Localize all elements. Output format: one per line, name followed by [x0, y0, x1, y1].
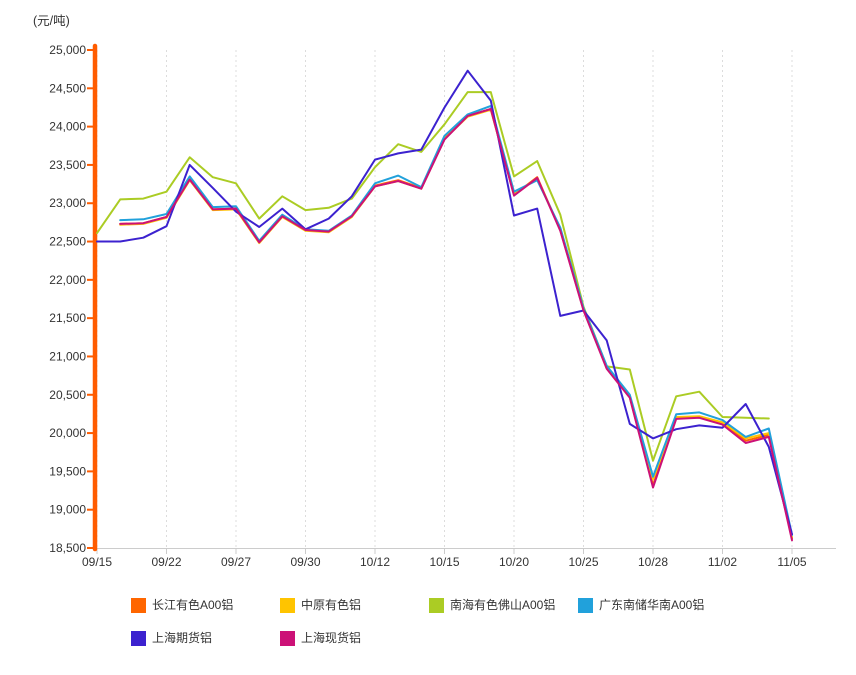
legend-swatch-guangdong-nanchu-a00: [578, 598, 593, 613]
x-axis-label: 10/20: [499, 555, 529, 569]
y-axis-label: 21,500: [49, 311, 86, 325]
x-axis-label: 11/05: [777, 555, 806, 569]
y-axis-label: 23,500: [49, 158, 86, 172]
y-axis-unit-label: (元/吨): [33, 14, 70, 28]
legend-item-shanghai-xianhuo[interactable]: 上海现货铝: [280, 631, 429, 646]
y-axis-label: 20,000: [49, 426, 86, 440]
legend-row: 上海期货铝 上海现货铝: [131, 631, 831, 664]
line-zhongyuan: [119, 108, 793, 539]
y-axis-label: 23,000: [49, 196, 86, 210]
legend-item-nanhai-foshan-a00[interactable]: 南海有色佛山A00铝: [429, 598, 578, 613]
y-axis-label: 25,000: [49, 43, 86, 57]
legend-label: 上海期货铝: [152, 631, 213, 645]
line-changjiang-a00: [119, 108, 793, 540]
x-axis-label: 11/02: [708, 555, 737, 569]
y-axis-label: 18,500: [49, 541, 86, 555]
legend-label: 广东南储华南A00铝: [599, 598, 705, 612]
legend-swatch-zhongyuan: [280, 598, 295, 613]
x-axis-label: 10/12: [360, 555, 390, 569]
y-axis-label: 19,500: [49, 464, 86, 478]
x-axis-label: 09/22: [151, 555, 181, 569]
x-axis-label: 10/25: [568, 555, 598, 569]
legend-label: 南海有色佛山A00铝: [450, 598, 556, 612]
legend-swatch-nanhai-foshan-a00: [429, 598, 444, 613]
y-axis-label: 22,500: [49, 235, 86, 249]
x-axis-label: 09/27: [221, 555, 251, 569]
chart-legend: 长江有色A00铝 中原有色铝 南海有色佛山A00铝 广东南储华南A00铝 上海期货铝 上海…: [131, 598, 831, 664]
x-axis-label: 10/15: [429, 555, 459, 569]
line-shanghai-xianhuo: [119, 108, 793, 542]
x-axis-label: 10/28: [638, 555, 668, 569]
y-axis-label: 20,500: [49, 388, 86, 402]
price-trend-chart: 09/15 09/22 09/27 09/30 10/12 10/15 10/20 10/25…: [49, 43, 836, 569]
x-axis-label: 09/15: [82, 555, 112, 569]
legend-label: 长江有色A00铝: [152, 598, 234, 612]
legend-swatch-changjiang-a00: [131, 598, 146, 613]
legend-item-zhongyuan[interactable]: 中原有色铝: [280, 598, 429, 613]
legend-row: 长江有色A00铝 中原有色铝 南海有色佛山A00铝 广东南储华南A00铝: [131, 598, 831, 631]
y-axis-label: 21,000: [49, 349, 86, 363]
y-axis-label: 24,000: [49, 120, 86, 134]
legend-item-changjiang-a00[interactable]: 长江有色A00铝: [131, 598, 280, 613]
legend-label: 中原有色铝: [301, 598, 362, 612]
y-axis-label: 24,500: [49, 81, 86, 95]
legend-swatch-shanghai-xianhuo: [280, 631, 295, 646]
line-guangdong-nanchu-a00: [119, 104, 793, 536]
y-axis-label: 19,000: [49, 503, 86, 517]
legend-item-guangdong-nanchu-a00[interactable]: 广东南储华南A00铝: [578, 598, 727, 613]
legend-label: 上海现货铝: [301, 631, 362, 645]
legend-swatch-shanghai-qihuo: [131, 631, 146, 646]
y-axis-label: 22,000: [49, 273, 86, 287]
x-axis-label: 09/30: [290, 555, 320, 569]
line-nanhai-foshan-a00: [96, 91, 770, 462]
line-shanghai-qihuo: [96, 69, 793, 536]
legend-item-shanghai-qihuo[interactable]: 上海期货铝: [131, 631, 280, 646]
